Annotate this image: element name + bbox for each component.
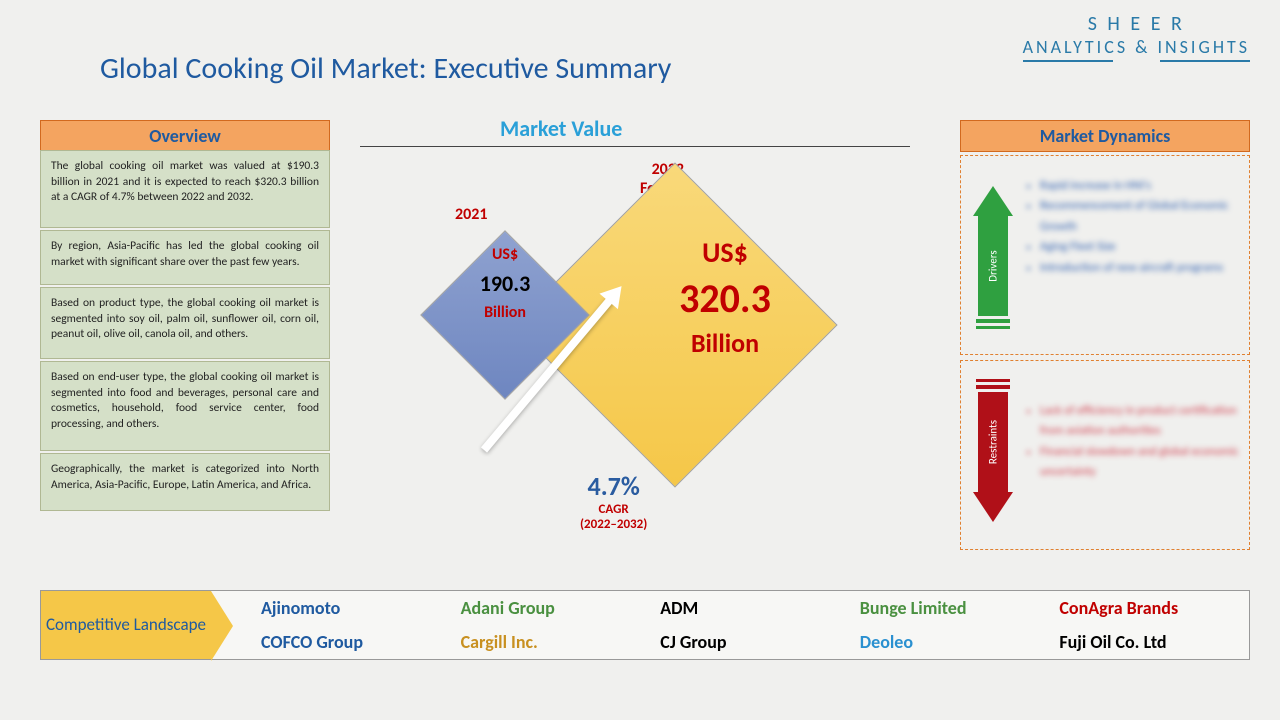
company-grid: Ajinomoto Adani Group ADM Bunge Limited …	[211, 591, 1249, 659]
company-name: Cargill Inc.	[451, 631, 651, 653]
company-name: Fuji Oil Co. Ltd	[1049, 631, 1249, 653]
list-item: Lack of efficiency in product certificat…	[1040, 401, 1239, 442]
list-item: Financial slowdown and global economic u…	[1040, 442, 1239, 483]
company-name: Ajinomoto	[251, 597, 451, 619]
value-2032: US$ 320.3 Billion	[600, 235, 850, 359]
overview-header: Overview	[40, 120, 330, 152]
competitive-landscape-header: Competitive Landscape	[41, 591, 211, 659]
company-name: COFCO Group	[251, 631, 451, 653]
list-item: Recommencement of Global Economic Growth	[1040, 196, 1239, 237]
restraints-list: Lack of efficiency in product certificat…	[1026, 401, 1239, 483]
page-title: Global Cooking Oil Market: Executive Sum…	[100, 50, 671, 87]
overview-paragraph-5: Geographically, the market is categorize…	[40, 453, 330, 511]
company-name: Adani Group	[451, 597, 651, 619]
brand-logo: S H E E R ANALYTICS & INSIGHTS	[1023, 12, 1250, 62]
logo-line-2: ANALYTICS & INSIGHTS	[1023, 36, 1250, 58]
overview-paragraph-4: Based on end-user type, the global cooki…	[40, 361, 330, 451]
market-value-label: Market Value	[500, 115, 622, 142]
drivers-list: Rapid increase in HNI's Recommencement o…	[1026, 176, 1239, 278]
market-dynamics-header: Market Dynamics	[960, 120, 1250, 152]
drivers-box: Drivers Rapid increase in HNI's Recommen…	[960, 155, 1250, 355]
drivers-arrow-up-icon: Drivers	[973, 186, 1013, 316]
company-name: ADM	[650, 597, 850, 619]
cagr-block: 4.7% CAGR(2022–2032)	[580, 470, 647, 532]
company-name: CJ Group	[650, 631, 850, 653]
overview-paragraph-1: The global cooking oil market was valued…	[40, 150, 330, 228]
restraints-box: Restraints Lack of efficiency in product…	[960, 360, 1250, 550]
competitive-landscape-box: Competitive Landscape Ajinomoto Adani Gr…	[40, 590, 1250, 660]
overview-paragraph-2: By region, Asia-Pacific has led the glob…	[40, 230, 330, 285]
company-name: Bunge Limited	[850, 597, 1050, 619]
overview-paragraph-3: Based on product type, the global cookin…	[40, 287, 330, 359]
company-name: ConAgra Brands	[1049, 597, 1249, 619]
market-value-underline	[360, 146, 910, 147]
restraints-arrow-down-icon: Restraints	[973, 379, 1013, 509]
company-name: Deoleo	[850, 631, 1050, 653]
year-2021-label: 2021	[455, 205, 487, 224]
value-2021: US$ 190.3 Billion	[420, 245, 590, 322]
list-item: Introduction of new aircraft programs	[1040, 258, 1239, 278]
list-item: Rapid increase in HNI's	[1040, 176, 1239, 196]
list-item: Aging Fleet Size	[1040, 237, 1239, 257]
logo-line-1: S H E E R	[1023, 12, 1250, 36]
